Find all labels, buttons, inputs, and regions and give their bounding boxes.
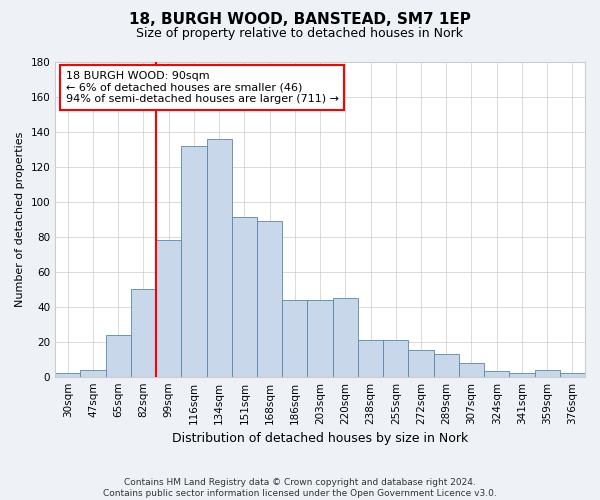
Text: 18 BURGH WOOD: 90sqm
← 6% of detached houses are smaller (46)
94% of semi-detach: 18 BURGH WOOD: 90sqm ← 6% of detached ho…	[66, 71, 339, 104]
X-axis label: Distribution of detached houses by size in Nork: Distribution of detached houses by size …	[172, 432, 468, 445]
Bar	[257, 221, 282, 376]
Bar	[55, 373, 80, 376]
Bar	[560, 373, 585, 376]
Bar	[282, 300, 307, 376]
Bar	[307, 300, 332, 376]
Bar	[80, 370, 106, 376]
Text: Contains HM Land Registry data © Crown copyright and database right 2024.
Contai: Contains HM Land Registry data © Crown c…	[103, 478, 497, 498]
Bar	[459, 362, 484, 376]
Bar	[181, 146, 206, 376]
Bar	[156, 240, 181, 376]
Bar	[383, 340, 409, 376]
Bar	[358, 340, 383, 376]
Bar	[232, 218, 257, 376]
Text: 18, BURGH WOOD, BANSTEAD, SM7 1EP: 18, BURGH WOOD, BANSTEAD, SM7 1EP	[129, 12, 471, 28]
Bar	[509, 373, 535, 376]
Bar	[535, 370, 560, 376]
Bar	[206, 138, 232, 376]
Bar	[484, 372, 509, 376]
Bar	[106, 334, 131, 376]
Bar	[434, 354, 459, 376]
Text: Size of property relative to detached houses in Nork: Size of property relative to detached ho…	[137, 28, 464, 40]
Bar	[409, 350, 434, 376]
Bar	[332, 298, 358, 376]
Bar	[131, 289, 156, 376]
Y-axis label: Number of detached properties: Number of detached properties	[15, 132, 25, 307]
